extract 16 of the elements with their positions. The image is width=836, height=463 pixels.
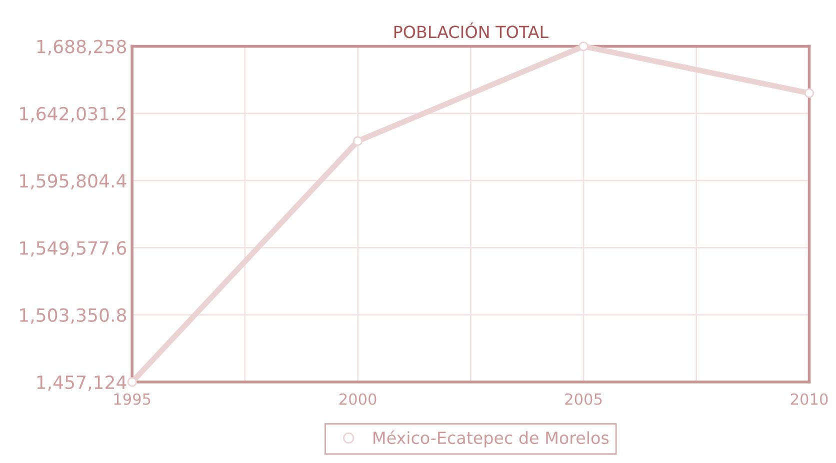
x-tick-label: 1995 bbox=[114, 393, 150, 405]
y-tick-label: 1,457,124 bbox=[37, 375, 126, 391]
point bbox=[127, 377, 137, 387]
point bbox=[804, 88, 814, 98]
y-tick-label: 1,688,258 bbox=[37, 40, 126, 56]
point bbox=[352, 136, 363, 146]
y-tick-label: 1,503,350.8 bbox=[20, 308, 126, 324]
point bbox=[578, 41, 588, 52]
y-tick-label: 1,642,031.2 bbox=[20, 106, 126, 122]
x-tick-label: 2000 bbox=[339, 393, 376, 405]
x-tick-label: 2005 bbox=[565, 393, 602, 405]
legend-label: México-Ecatepec de Morelos bbox=[374, 430, 609, 448]
y-tick-label: 1,549,577.6 bbox=[20, 241, 126, 257]
chart-title: POBLACIÓN TOTAL bbox=[394, 22, 548, 38]
x-tick-label: 2010 bbox=[790, 393, 828, 405]
y-tick-label: 1,595,804.4 bbox=[20, 174, 126, 190]
